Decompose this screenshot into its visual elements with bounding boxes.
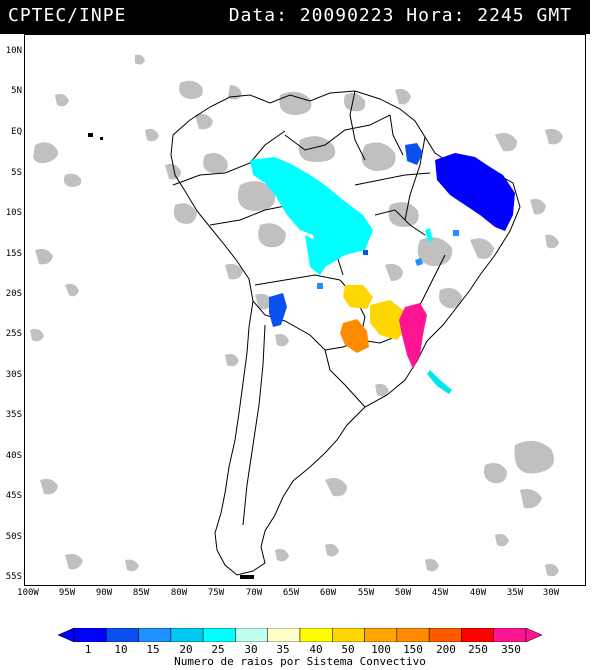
legend-tick: 150 <box>403 643 423 656</box>
lat-label: 10S <box>5 208 22 218</box>
legend-tick: 50 <box>341 643 355 656</box>
system-blue-small-4 <box>363 250 368 255</box>
map-frame <box>24 34 586 586</box>
convective-systems <box>250 143 515 394</box>
lat-label: 50S <box>5 532 22 542</box>
lon-label: 85W <box>132 588 150 598</box>
system-yellow-center <box>343 285 373 309</box>
lon-label: 55W <box>357 588 375 598</box>
legend-tick: 15 <box>146 643 160 656</box>
legend-cell <box>170 628 204 642</box>
system-dark-blue-northeast <box>435 153 515 231</box>
title-bar: CPTEC/INPE Data: 20090223 Hora: 2245 GMT <box>0 0 590 34</box>
legend-caption: Numero de raios por Sistema Convectivo <box>174 655 426 668</box>
system-cyan-west <box>250 157 373 267</box>
system-blue-small-3 <box>453 230 459 236</box>
legend-cell <box>461 628 494 642</box>
lon-label: 95W <box>58 588 76 598</box>
system-magenta <box>399 303 427 369</box>
lat-label: 40S <box>5 451 22 461</box>
legend-cell <box>364 628 398 642</box>
legend-cell <box>396 628 430 642</box>
system-cyan-small <box>425 228 433 242</box>
lon-label: 35W <box>506 588 524 598</box>
system-cyan-southwest <box>305 235 330 275</box>
legend-tick: 35 <box>276 643 290 656</box>
legend-cell <box>73 628 107 642</box>
system-blue-small-2 <box>415 258 423 266</box>
legend-tick: 20 <box>179 643 193 656</box>
legend-cell <box>267 628 301 642</box>
lon-label: 70W <box>245 588 263 598</box>
lon-label: 80W <box>170 588 188 598</box>
map-canvas <box>30 54 563 579</box>
legend-arrow-left <box>58 628 75 642</box>
source-title: CPTEC/INPE <box>8 5 127 26</box>
lat-label: 30S <box>5 370 22 380</box>
legend-tick: 10 <box>114 643 128 656</box>
islands <box>88 133 254 579</box>
lon-label: 40W <box>469 588 487 598</box>
legend-tick: 200 <box>436 643 456 656</box>
lon-label: 50W <box>394 588 412 598</box>
legend-tick: 1 <box>84 643 92 656</box>
legend-cell <box>235 628 268 642</box>
system-blue-west <box>269 293 287 327</box>
lat-label: 5S <box>11 168 22 178</box>
legend-tick: 350 <box>501 643 521 656</box>
lat-label: 5N <box>11 86 22 96</box>
legend-cell <box>138 628 172 642</box>
legend-cell <box>202 628 236 642</box>
legend-cell <box>106 628 139 642</box>
cloud-cover <box>30 54 563 577</box>
lon-label: 65W <box>282 588 300 598</box>
legend-tick: 40 <box>309 643 323 656</box>
system-blue-small-1 <box>317 283 323 289</box>
datetime-title: Data: 20090223 Hora: 2245 GMT <box>228 5 572 26</box>
legend-colorbar <box>58 628 542 642</box>
legend-tick: 250 <box>468 643 488 656</box>
lat-label: EQ <box>11 127 22 137</box>
lon-label: 100W <box>17 588 39 598</box>
lat-label: 25S <box>5 329 22 339</box>
lat-label: 45S <box>5 491 22 501</box>
lon-label: 45W <box>431 588 449 598</box>
system-blue-north <box>405 143 423 165</box>
lon-label: 75W <box>207 588 225 598</box>
legend-tick: 25 <box>211 643 225 656</box>
lat-label: 15S <box>5 249 22 259</box>
system-yellow-south <box>370 300 407 340</box>
legend-arrow-right <box>525 628 542 642</box>
lon-label: 90W <box>95 588 113 598</box>
lon-label: 30W <box>542 588 560 598</box>
legend-tick: 100 <box>371 643 391 656</box>
system-cyan-streak <box>427 370 452 394</box>
legend-cell <box>332 628 365 642</box>
legend-cell <box>493 628 527 642</box>
legend-tick: 30 <box>244 643 258 656</box>
lat-label: 20S <box>5 289 22 299</box>
lat-label: 35S <box>5 410 22 420</box>
lat-label: 10N <box>5 46 22 56</box>
system-orange <box>340 319 369 353</box>
lat-label: 55S <box>5 572 22 582</box>
legend-cell <box>428 628 462 642</box>
legend-cell <box>299 628 333 642</box>
lon-label: 60W <box>319 588 337 598</box>
